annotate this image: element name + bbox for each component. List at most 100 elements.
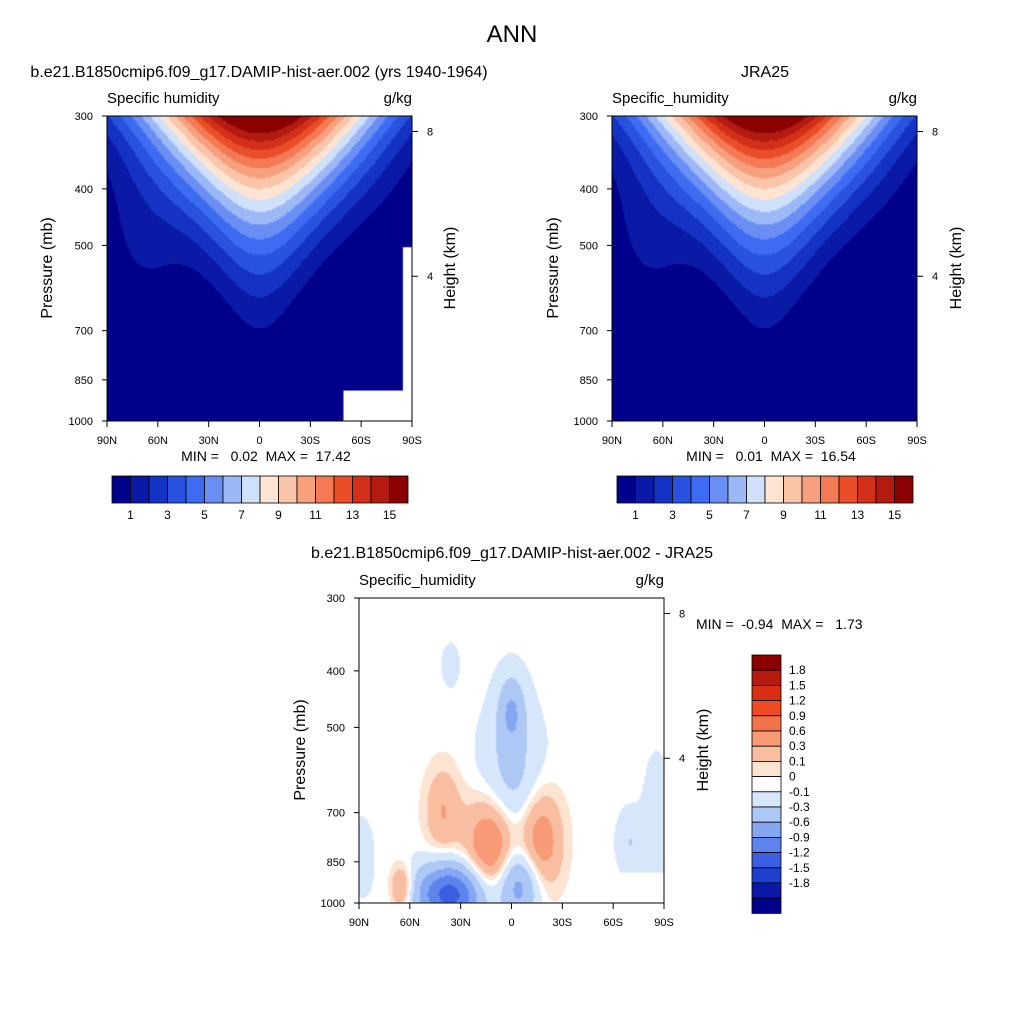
x-tick-label: 60S <box>603 917 623 929</box>
x-tick-label: 30S <box>553 917 573 929</box>
y-tick-label: 400 <box>580 184 598 196</box>
main-title: ANN <box>487 21 538 48</box>
panel-subtitle-left: Specific humidity <box>107 90 220 107</box>
y-tick-label: 500 <box>580 240 598 252</box>
panel-title: JRA25 <box>741 64 789 81</box>
colorbar-swatch <box>130 475 150 504</box>
colorbar-swatch <box>751 791 782 808</box>
colorbar-swatch <box>751 821 782 838</box>
colorbar-swatch <box>333 475 353 504</box>
colorbar-swatch <box>751 897 782 914</box>
colorbar-swatch <box>111 475 131 504</box>
colorbar-swatch <box>801 475 821 504</box>
x-tick-label: 30N <box>199 435 219 447</box>
colorbar-swatch <box>751 761 782 778</box>
colorbar-swatch <box>751 852 782 869</box>
y-right-tick-label: 8 <box>427 126 433 138</box>
colorbar-swatch <box>315 475 335 504</box>
y-tick-label: 700 <box>75 326 93 338</box>
colorbar-label: -1.5 <box>789 861 810 875</box>
colorbar-swatch <box>751 837 782 854</box>
x-tick-label: 30N <box>704 435 724 447</box>
colorbar-swatch <box>751 669 782 686</box>
panel-subtitle-right: g/kg <box>384 90 412 107</box>
colorbar-swatch <box>764 475 784 504</box>
colorbar-swatch <box>709 475 729 504</box>
x-tick-label: 0 <box>256 435 262 447</box>
colorbar-swatch <box>389 475 409 504</box>
colorbar-label: -0.6 <box>789 815 810 829</box>
colorbar-label: 9 <box>275 508 282 522</box>
colorbar-swatch <box>746 475 766 504</box>
colorbar-swatch <box>653 475 673 504</box>
x-tick-label: 60S <box>856 435 876 447</box>
colorbar-swatch <box>751 745 782 762</box>
y-right-tick-label: 8 <box>679 608 685 620</box>
y-axis-label: Pressure (mb) <box>545 217 562 318</box>
heatmap-field <box>612 116 917 421</box>
min-max-stats: MIN = 0.02 MAX = 17.42 <box>181 448 351 464</box>
y-tick-label: 850 <box>75 375 93 387</box>
colorbar-label: 0 <box>789 770 796 784</box>
panel-subtitle-right: g/kg <box>636 572 664 589</box>
colorbar-swatch <box>204 475 224 504</box>
colorbar-swatch <box>352 475 372 504</box>
colorbar-swatch <box>690 475 710 504</box>
colorbar-label: 9 <box>780 508 787 522</box>
y-right-tick-label: 4 <box>679 753 685 765</box>
x-tick-label: 60N <box>400 917 420 929</box>
colorbar-label: 1 <box>632 508 639 522</box>
y-tick-label: 300 <box>327 593 345 605</box>
colorbar: 1.81.5 1.20.90.60.30.1 0-0.1-0.3-0.6-0.9 -1… <box>751 654 810 914</box>
axes: 90N 60N 30N 0 30S 60S 90S 300 400 500 700 850 1000 8 4 <box>574 111 939 447</box>
colorbar-swatch <box>222 475 242 504</box>
colorbar-swatch <box>241 475 261 504</box>
heatmap-field <box>359 598 664 903</box>
y-tick-label: 400 <box>75 184 93 196</box>
colorbar-swatch <box>148 475 168 504</box>
colorbar-label: -1.2 <box>789 846 810 860</box>
colorbar-label: 15 <box>383 508 397 522</box>
colorbar: 1 3 5 7 9 11 13 15 <box>111 475 409 522</box>
x-tick-label: 0 <box>761 435 767 447</box>
colorbar-swatch <box>635 475 655 504</box>
colorbar-swatch <box>857 475 877 504</box>
colorbar-swatch <box>875 475 895 504</box>
colorbar-swatch <box>751 882 782 899</box>
colorbar-swatch <box>751 867 782 884</box>
colorbar-swatch <box>751 685 782 702</box>
x-tick-label: 90S <box>402 435 422 447</box>
colorbar-label: 5 <box>201 508 208 522</box>
colorbar-label: -1.8 <box>789 876 810 890</box>
colorbar-label: -0.3 <box>789 800 810 814</box>
colorbar-swatch <box>370 475 390 504</box>
colorbar-label: 11 <box>309 508 322 522</box>
y-tick-label: 300 <box>75 111 93 123</box>
colorbar-swatch <box>751 715 782 732</box>
x-tick-label: 90S <box>654 917 674 929</box>
colorbar-swatch <box>751 730 782 747</box>
x-tick-label: 0 <box>508 917 514 929</box>
colorbar-label: -0.1 <box>789 785 810 799</box>
y-tick-label: 1000 <box>574 416 598 428</box>
colorbar-swatch <box>672 475 692 504</box>
min-max-stats: MIN = -0.94 MAX = 1.73 <box>696 616 863 632</box>
colorbar-swatch <box>278 475 298 504</box>
colorbar-label: -0.9 <box>789 830 810 844</box>
colorbar-label: 5 <box>706 508 713 522</box>
colorbar-swatch <box>185 475 205 504</box>
colorbar-label: 1 <box>127 508 134 522</box>
colorbar-label: 13 <box>851 508 865 522</box>
x-tick-label: 30S <box>301 435 321 447</box>
colorbar-label: 13 <box>346 508 360 522</box>
y-axis-label-right: Height (km) <box>948 227 965 310</box>
colorbar-label: 0.3 <box>789 739 806 753</box>
contour-fill <box>107 116 412 421</box>
y-tick-label: 500 <box>327 722 345 734</box>
axes: 90N 60N 30N 0 30S 60S 90S 300 400 500 700 850 1000 8 4 <box>69 111 434 447</box>
panel-difference: b.e21.B1850cmip6.f09_g17.DAMIP-hist-aer.… <box>292 545 863 929</box>
y-tick-label: 300 <box>580 111 598 123</box>
y-tick-label: 1000 <box>321 898 345 910</box>
y-axis-label-right: Height (km) <box>442 227 459 310</box>
